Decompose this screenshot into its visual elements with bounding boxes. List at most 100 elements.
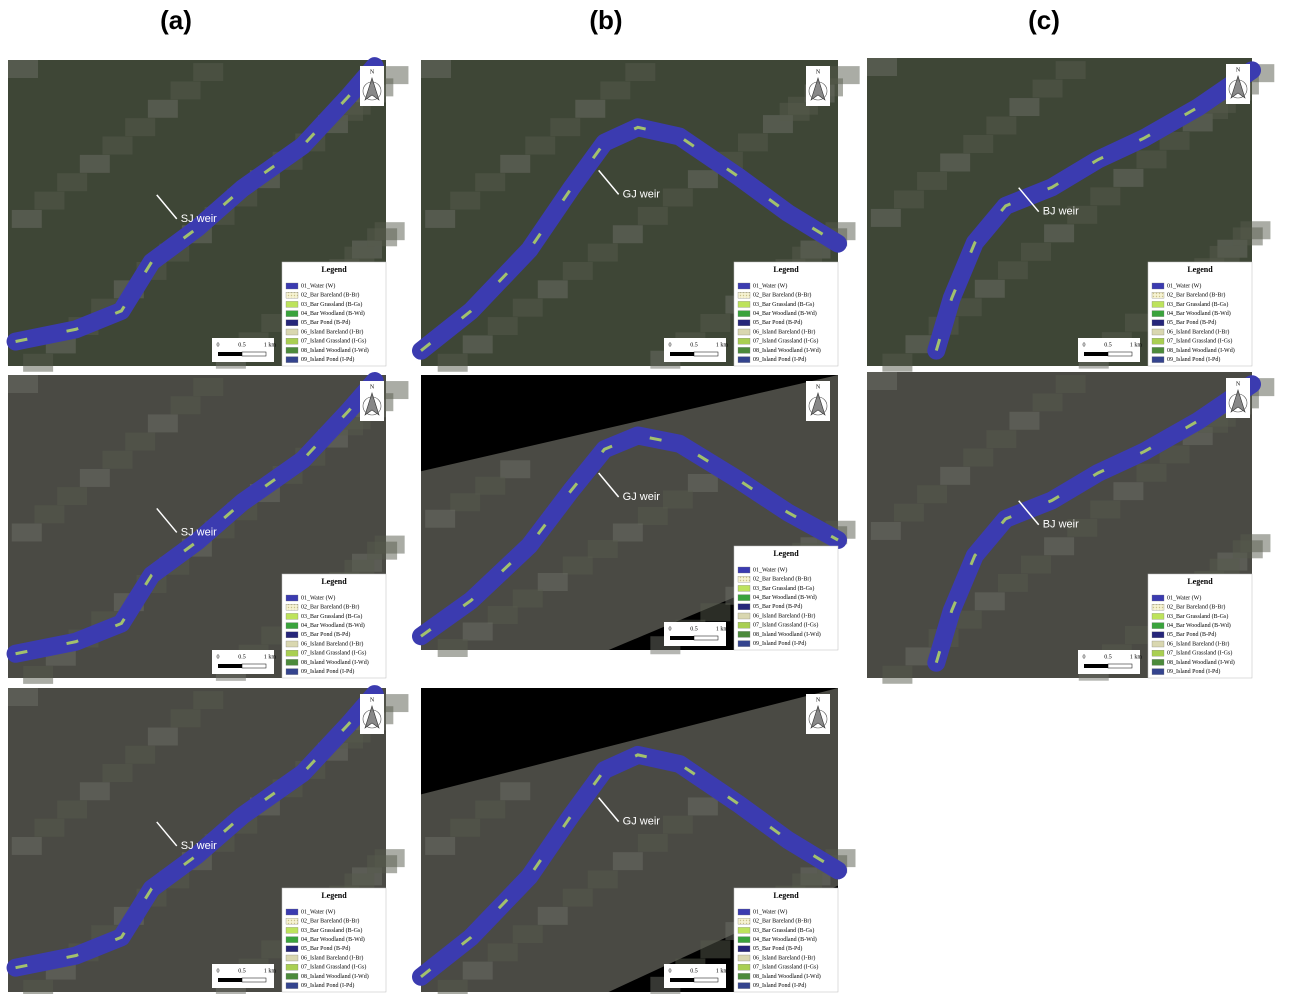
legend-swatch [738,622,750,628]
terrain-patch [525,137,555,155]
scale-black [670,352,694,356]
terrain-patch [500,155,530,173]
map-panel: GJ weirNLegend01_Water (W)02_Bar Barelan… [421,60,860,372]
terrain-patch [894,504,924,522]
terrain-patch [475,800,505,818]
scale-label: 1 km [716,626,729,632]
terrain-patch [1233,540,1263,558]
legend-swatch [1152,301,1164,307]
terrain-patch [475,173,505,191]
scale-label: 0.5 [238,342,246,348]
terrain-patch [367,855,397,873]
terrain-patch [57,487,87,505]
legend-label: 09_Island Pond (I-Pd) [301,668,354,675]
weir-label: BJ weir [1043,206,1079,218]
legend-label: 07_Island Grassland (I-Gs) [301,650,366,657]
terrain-patch [57,173,87,191]
legend-label: 02_Bar Bareland (B-Br) [301,918,359,925]
legend-swatch [738,329,750,335]
legend-label: 04_Bar Woodland (B-Wd) [753,310,817,317]
legend-swatch [286,955,298,961]
scale-label: 0 [217,342,220,348]
scale-label: 0 [1083,654,1086,660]
terrain-patch [963,135,993,153]
legend-label: 03_Bar Grassland (B-Gs) [301,613,362,620]
terrain-patch [8,375,38,393]
terrain-patch [463,623,493,641]
legend-swatch [738,338,750,344]
legend-label: 08_Island Woodland (I-Wd) [753,347,821,354]
legend-swatch [286,595,298,601]
legend-swatch [1152,669,1164,675]
terrain-patch [475,477,505,495]
terrain-patch [830,66,860,84]
legend-swatch [738,357,750,363]
terrain-patch [500,782,530,800]
terrain-patch [463,335,493,353]
terrain-patch [871,522,901,540]
weir-label: GJ weir [623,816,661,828]
legend-label: 05_Bar Pond (B-Pd) [1167,631,1216,638]
legend-swatch [738,946,750,952]
legend-swatch [286,946,298,952]
legend-swatch [1152,292,1164,298]
map-panel: BJ weirNLegend01_Water (W)02_Bar Barelan… [867,372,1274,684]
terrain-patch [563,889,593,907]
terrain-patch [23,666,53,684]
terrain-patch [688,797,718,815]
terrain-patch [425,837,455,855]
terrain-patch [663,491,693,509]
legend-swatch [286,909,298,915]
legend-label: 01_Water (W) [301,908,335,915]
scale-label: 0 [217,968,220,974]
scale-label: 0 [669,626,672,632]
weir-label: BJ weir [1043,519,1079,531]
terrain-patch [1021,243,1051,261]
terrain-patch [171,709,201,727]
legend-label: 03_Bar Grassland (B-Gs) [1167,301,1228,308]
terrain-patch [34,819,64,837]
weir-label: SJ weir [181,840,217,852]
legend-label: 06_Island Bareland (I-Br) [753,954,815,961]
legend-swatch [1152,604,1164,610]
legend-swatch [1152,338,1164,344]
terrain-patch [1044,224,1074,242]
legend-swatch [286,604,298,610]
terrain-patch [1137,150,1167,168]
legend-label: 05_Bar Pond (B-Pd) [1167,319,1216,326]
terrain-patch [917,485,947,503]
legend-swatch [738,595,750,601]
terrain-patch [963,449,993,467]
north-label: N [1236,67,1241,73]
terrain-patch [500,460,530,478]
legend-swatch [286,937,298,943]
scale-label: 1 km [1130,342,1143,348]
legend-label: 09_Island Pond (I-Pd) [301,356,354,363]
legend-swatch [738,283,750,289]
terrain-patch [638,834,668,852]
legend-label: 08_Island Woodland (I-Wd) [301,973,369,980]
terrain-patch [34,505,64,523]
terrain-patch [425,510,455,528]
scale-black [670,636,694,640]
scale-white [1108,664,1132,668]
legend-label: 03_Bar Grassland (B-Gs) [301,301,362,308]
terrain-patch [148,414,178,432]
scale-label: 0.5 [238,654,246,660]
legend-swatch [286,669,298,675]
legend-label: 03_Bar Grassland (B-Gs) [753,585,814,592]
terrain-patch [463,962,493,980]
scale-black [218,978,242,982]
legend-swatch [286,320,298,326]
terrain-patch [998,261,1028,279]
legend-label: 06_Island Bareland (I-Br) [301,640,363,647]
legend-label: 06_Island Bareland (I-Br) [753,612,815,619]
terrain-patch [894,190,924,208]
north-label: N [1236,381,1241,387]
terrain-patch [438,980,468,994]
legend-label: 09_Island Pond (I-Pd) [301,982,354,989]
legend-title: Legend [773,265,799,274]
legend-label: 07_Island Grassland (I-Gs) [753,964,818,971]
terrain-patch [1021,556,1051,574]
legend-swatch [286,283,298,289]
